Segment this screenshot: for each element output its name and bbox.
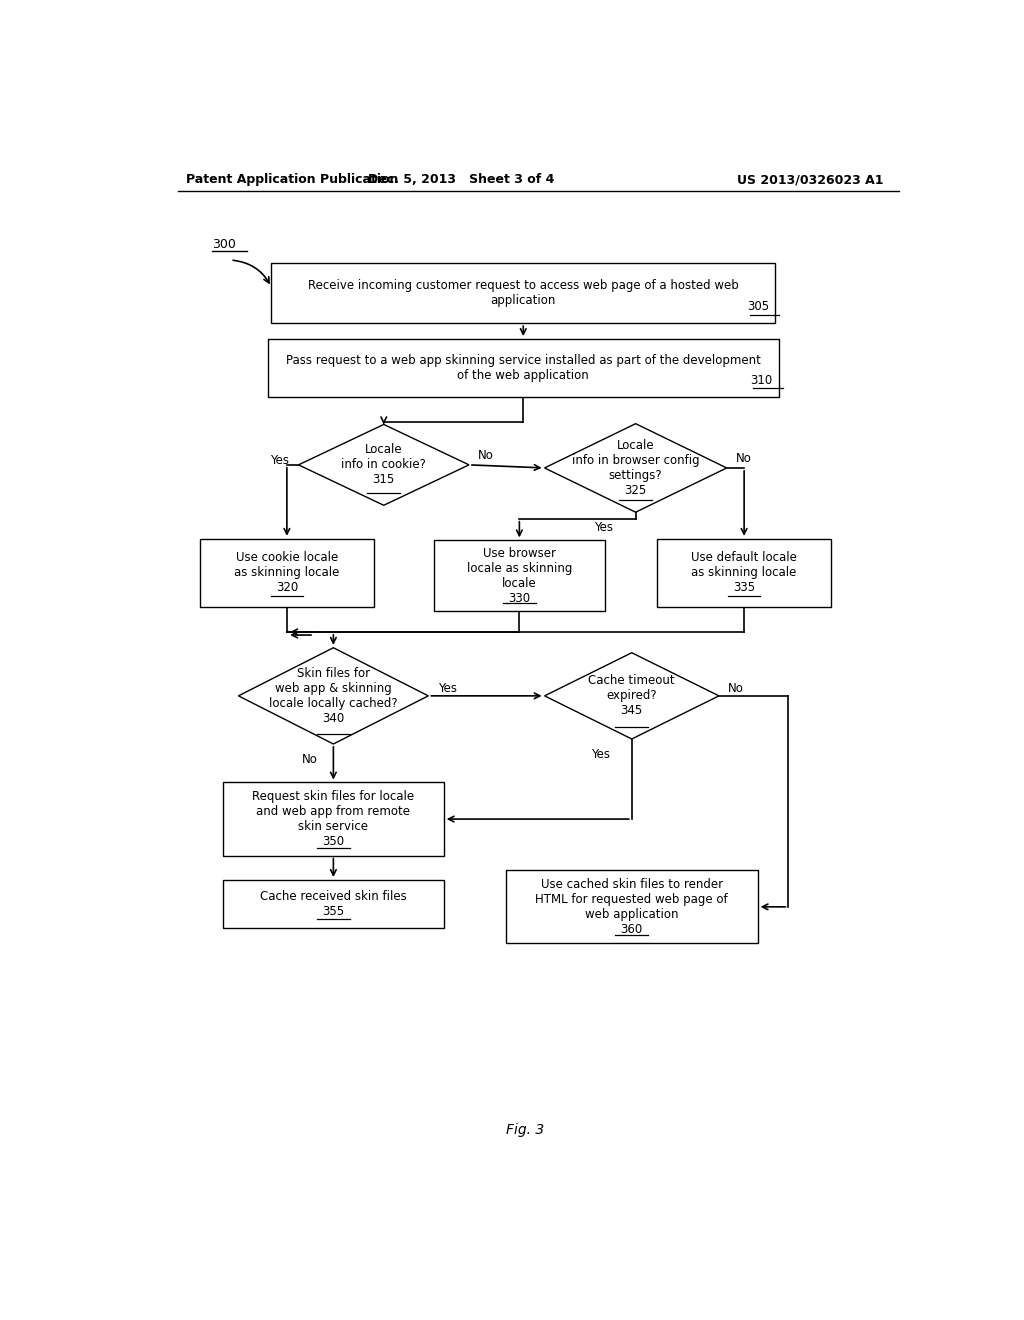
Polygon shape [239,648,428,744]
FancyBboxPatch shape [506,870,758,944]
Text: Receive incoming customer request to access web page of a hosted web
application: Receive incoming customer request to acc… [308,279,738,308]
Polygon shape [545,424,727,512]
FancyBboxPatch shape [434,540,604,611]
Text: Yes: Yes [437,681,457,694]
Text: 300: 300 [212,238,236,251]
Text: Pass request to a web app skinning service installed as part of the development
: Pass request to a web app skinning servi… [286,354,761,381]
FancyBboxPatch shape [657,539,831,607]
Text: Fig. 3: Fig. 3 [506,1123,544,1137]
Text: Dec. 5, 2013   Sheet 3 of 4: Dec. 5, 2013 Sheet 3 of 4 [368,173,554,186]
Text: No: No [736,453,752,465]
Text: US 2013/0326023 A1: US 2013/0326023 A1 [736,173,884,186]
Text: No: No [728,681,744,694]
Text: 305: 305 [746,300,769,313]
FancyBboxPatch shape [271,263,775,323]
Text: Request skin files for locale
and web app from remote
skin service
350: Request skin files for locale and web ap… [252,791,415,847]
Text: Cache received skin files
355: Cache received skin files 355 [260,890,407,917]
FancyBboxPatch shape [267,339,779,397]
Text: No: No [302,754,318,766]
Text: Use cookie locale
as skinning locale
320: Use cookie locale as skinning locale 320 [234,552,340,594]
Text: No: No [478,449,495,462]
Text: Use browser
locale as skinning
locale
330: Use browser locale as skinning locale 33… [467,546,572,605]
Text: Use default locale
as skinning locale
335: Use default locale as skinning locale 33… [691,552,797,594]
Text: Cache timeout
expired?
345: Cache timeout expired? 345 [589,675,675,717]
Text: Patent Application Publication: Patent Application Publication [186,173,398,186]
Text: Locale
info in cookie?
315: Locale info in cookie? 315 [341,444,426,486]
FancyBboxPatch shape [200,539,374,607]
Text: Use cached skin files to render
HTML for requested web page of
web application
3: Use cached skin files to render HTML for… [536,878,728,936]
Polygon shape [299,425,469,506]
Text: Yes: Yes [270,454,289,467]
FancyBboxPatch shape [223,783,443,855]
FancyBboxPatch shape [223,880,443,928]
Polygon shape [545,653,719,739]
Text: Yes: Yes [594,521,612,535]
Text: Yes: Yes [591,748,610,762]
Text: Locale
info in browser config
settings?
325: Locale info in browser config settings? … [571,440,699,496]
Text: Skin files for
web app & skinning
locale locally cached?
340: Skin files for web app & skinning locale… [269,667,397,725]
Text: 310: 310 [751,374,773,387]
